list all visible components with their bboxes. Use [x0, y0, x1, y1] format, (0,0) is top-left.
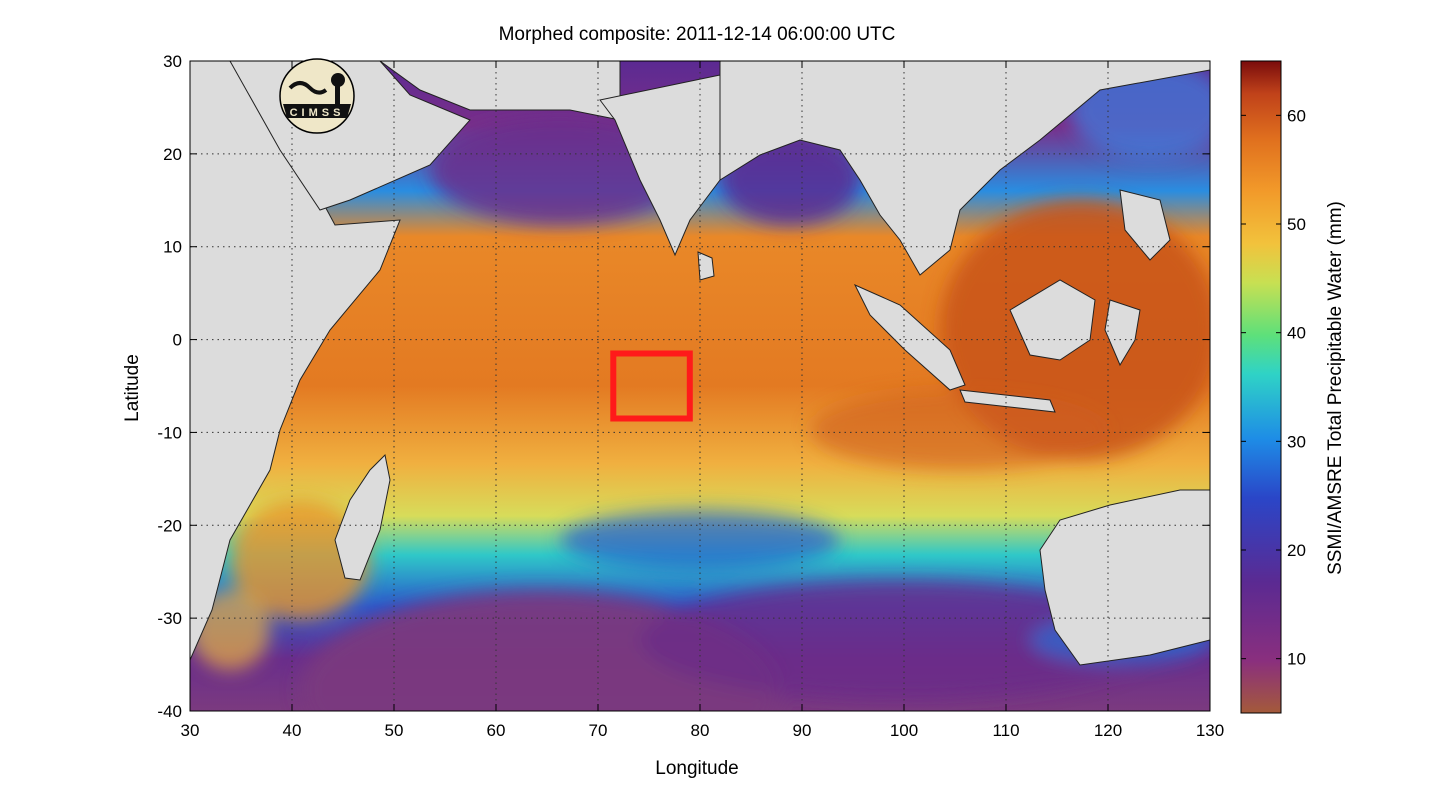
x-tick-label: 60 [487, 721, 506, 740]
y-tick-label: 30 [163, 52, 182, 71]
x-axis-label: Longitude [655, 758, 738, 779]
colorbar-tick-label: 10 [1287, 650, 1306, 669]
chart-title: Morphed composite: 2011-12-14 06:00:00 U… [499, 24, 896, 45]
x-tick-label: 110 [992, 721, 1019, 740]
colorbar-tick-label: 60 [1287, 106, 1306, 125]
tpw-field [190, 61, 1210, 711]
colorbar-label: SSMI/AMSRE Total Precipitable Water (mm) [1325, 201, 1346, 575]
y-tick-label: -30 [157, 609, 182, 628]
grid [190, 61, 1210, 711]
cimss-logo: CIMSS [279, 58, 355, 134]
y-tick-label: -20 [157, 516, 182, 535]
x-tick-label: 120 [1094, 721, 1122, 740]
x-tick-label: 50 [385, 721, 404, 740]
y-tick-label: 20 [163, 145, 182, 164]
y-axis: 30 20 10 0 -10 -20 -30 -40 [157, 52, 1210, 721]
logo-text: CIMSS [290, 107, 345, 119]
y-tick-label: -40 [157, 702, 182, 721]
highlight-box [610, 350, 693, 422]
x-tick-label: 40 [283, 721, 302, 740]
colorbar: 60 50 40 30 20 10 SSMI/AMSRE Total Precipitab… [1240, 60, 1346, 714]
y-axis-label: Latitude [122, 354, 143, 422]
x-tick-label: 90 [793, 721, 812, 740]
x-tick-label: 70 [589, 721, 608, 740]
x-tick-label: 30 [181, 721, 200, 740]
colorbar-tick-label: 40 [1287, 324, 1306, 343]
y-tick-label: -10 [157, 423, 182, 442]
y-tick-label: 10 [163, 238, 182, 257]
x-axis: 30 40 50 60 70 80 90 100 110 120 130 [181, 61, 1224, 740]
x-tick-label: 130 [1196, 721, 1224, 740]
x-tick-label: 80 [691, 721, 710, 740]
x-tick-label: 100 [890, 721, 918, 740]
colorbar-tick-label: 50 [1287, 215, 1306, 234]
colorbar-tick-label: 30 [1287, 432, 1306, 451]
y-tick-label: 0 [173, 331, 182, 350]
colorbar-tick-label: 20 [1287, 541, 1306, 560]
land [190, 61, 1210, 666]
colorbar-ticks: 60 50 40 30 20 10 [1241, 106, 1306, 669]
